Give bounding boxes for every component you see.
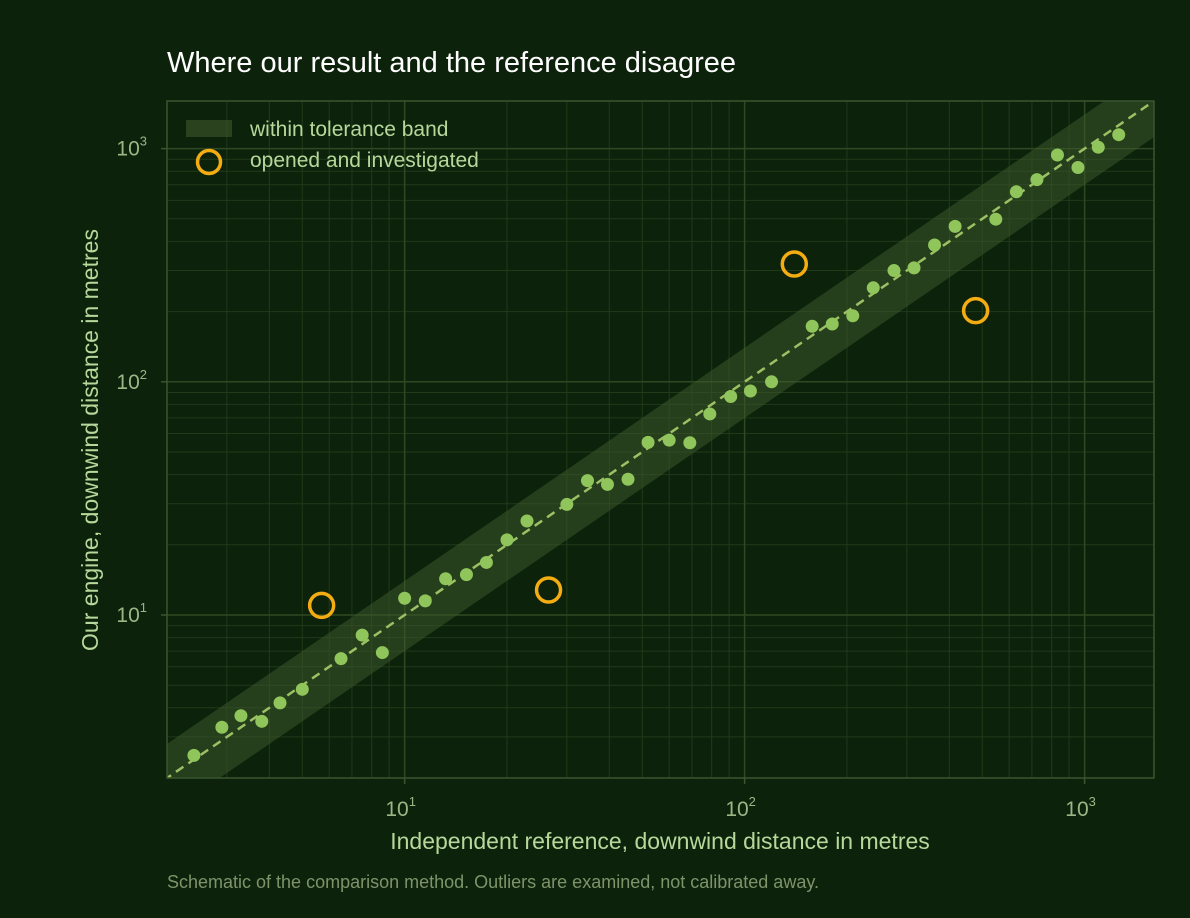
- chart-title: Where our result and the reference disag…: [167, 47, 736, 79]
- x-axis-label: Independent reference, downwind distance…: [390, 828, 930, 854]
- footnote: Schematic of the comparison method. Outl…: [167, 872, 819, 892]
- identity-line: [167, 101, 1154, 778]
- data-point: [273, 696, 287, 710]
- outlier-point: [780, 250, 809, 278]
- data-point: [1030, 173, 1044, 187]
- x-tick-label: 103: [1065, 794, 1096, 821]
- data-point: [928, 238, 942, 252]
- data-point: [600, 477, 614, 491]
- legend-outlier-label: opened and investigated: [250, 149, 479, 172]
- x-axis-ticks: 101 102 103: [385, 778, 1096, 821]
- y-tick-label: 103: [116, 134, 147, 161]
- outlier-point: [307, 591, 336, 620]
- data-point: [215, 720, 229, 734]
- legend-band-swatch: [186, 120, 232, 137]
- data-point: [500, 533, 514, 547]
- data-point: [418, 594, 432, 608]
- data-point: [805, 319, 819, 333]
- outlier-point: [961, 296, 990, 325]
- y-tick-label: 101: [116, 600, 147, 627]
- data-point: [887, 264, 901, 278]
- data-point: [1112, 128, 1126, 142]
- data-point: [743, 384, 757, 398]
- data-point: [683, 436, 697, 450]
- data-points: [187, 128, 1126, 762]
- data-point: [398, 591, 412, 605]
- data-point: [641, 435, 655, 449]
- data-point: [948, 219, 962, 233]
- data-point: [866, 281, 880, 295]
- data-point: [334, 652, 348, 666]
- x-tick-label: 102: [725, 794, 756, 821]
- data-point: [375, 646, 389, 660]
- y-tick-label: 102: [116, 367, 147, 394]
- y-axis-label: Our engine, downwind distance in metres: [77, 229, 103, 651]
- data-point: [662, 433, 676, 447]
- data-point: [355, 628, 369, 642]
- data-point: [989, 212, 1003, 226]
- data-point: [520, 514, 534, 528]
- legend-outlier-swatch: [195, 148, 223, 176]
- data-point: [907, 261, 921, 275]
- data-point: [724, 389, 738, 403]
- plot-frame: [166, 100, 1155, 779]
- y-axis-ticks: 101 102 103: [116, 134, 167, 627]
- data-point: [621, 472, 635, 486]
- data-point: [1009, 185, 1023, 199]
- outlier-point: [534, 576, 563, 604]
- data-point: [1091, 140, 1105, 154]
- data-point: [765, 375, 779, 389]
- legend: within tolerance band opened and investi…: [186, 118, 479, 176]
- legend-band-label: within tolerance band: [249, 118, 448, 141]
- outlier-points: [307, 250, 990, 620]
- data-point: [255, 714, 269, 728]
- data-point: [846, 309, 860, 323]
- data-point: [459, 568, 473, 582]
- data-point: [580, 474, 594, 488]
- data-point: [1071, 160, 1085, 174]
- data-point: [295, 682, 309, 696]
- major-gridlines: [167, 101, 1154, 778]
- data-point: [479, 555, 493, 569]
- data-point: [187, 748, 201, 762]
- data-point: [1050, 148, 1064, 162]
- data-point: [234, 709, 248, 723]
- data-point: [439, 572, 453, 586]
- x-tick-label: 101: [385, 794, 416, 821]
- data-point: [560, 497, 574, 511]
- data-point: [825, 317, 839, 331]
- data-point: [703, 407, 717, 421]
